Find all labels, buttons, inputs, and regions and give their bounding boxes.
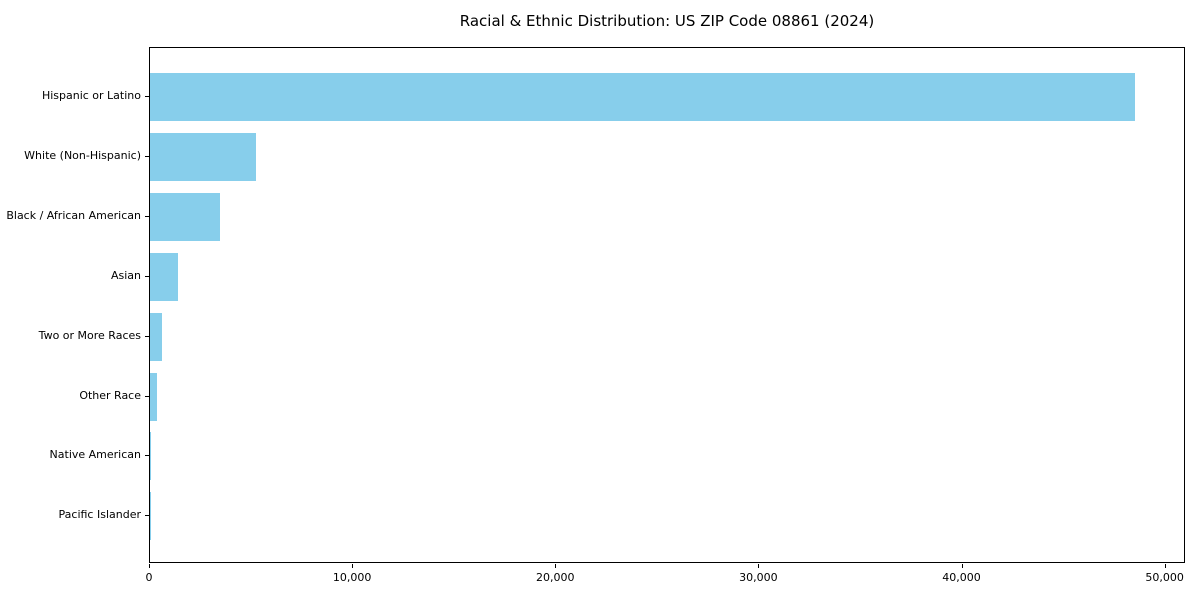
y-axis-label: Asian: [110, 268, 141, 282]
y-tick-mark: [145, 335, 149, 337]
y-axis-label: Other Race: [79, 388, 141, 402]
bar-hispanic-or-latino: [150, 73, 1136, 121]
plot-area: [149, 47, 1185, 563]
x-tick-mark: [961, 564, 963, 568]
y-tick-mark: [145, 395, 149, 397]
x-axis-label: 20,000: [536, 571, 575, 584]
y-axis-label: Pacific Islander: [58, 508, 141, 522]
y-axis-label: Hispanic or Latino: [41, 89, 141, 102]
x-tick-mark: [1164, 564, 1166, 568]
y-axis-label: Native American: [49, 448, 141, 462]
bar-asian: [150, 252, 179, 301]
y-tick-mark: [145, 515, 149, 517]
x-axis-label: 0: [145, 571, 153, 584]
y-tick-mark: [145, 275, 149, 277]
x-axis-label: 30,000: [739, 571, 778, 584]
x-tick-mark: [149, 564, 150, 568]
chart-title: Racial & Ethnic Distribution: US ZIP Cod…: [459, 12, 875, 30]
y-axis-label: White (Non-Hispanic): [24, 148, 141, 162]
bar-two-or-more-races: [150, 312, 163, 361]
x-tick-mark: [352, 564, 354, 568]
y-tick-mark: [145, 215, 149, 217]
y-tick-mark: [145, 155, 149, 157]
x-axis-label: 50,000: [1145, 571, 1184, 584]
x-tick-mark: [555, 564, 557, 568]
y-tick-mark: [145, 96, 149, 97]
y-tick-mark: [145, 455, 149, 457]
y-axis-label: Black / African American: [6, 208, 141, 222]
bar-other-race: [150, 372, 158, 421]
bar-white-non-hispanic: [150, 132, 256, 181]
bar-black-african-american: [150, 192, 221, 241]
x-axis-label: 10,000: [332, 571, 372, 584]
x-tick-mark: [758, 564, 760, 568]
x-axis-label: 40,000: [942, 571, 981, 584]
bar-native-american: [150, 432, 151, 481]
y-axis-label: Two or More Races: [38, 328, 141, 342]
